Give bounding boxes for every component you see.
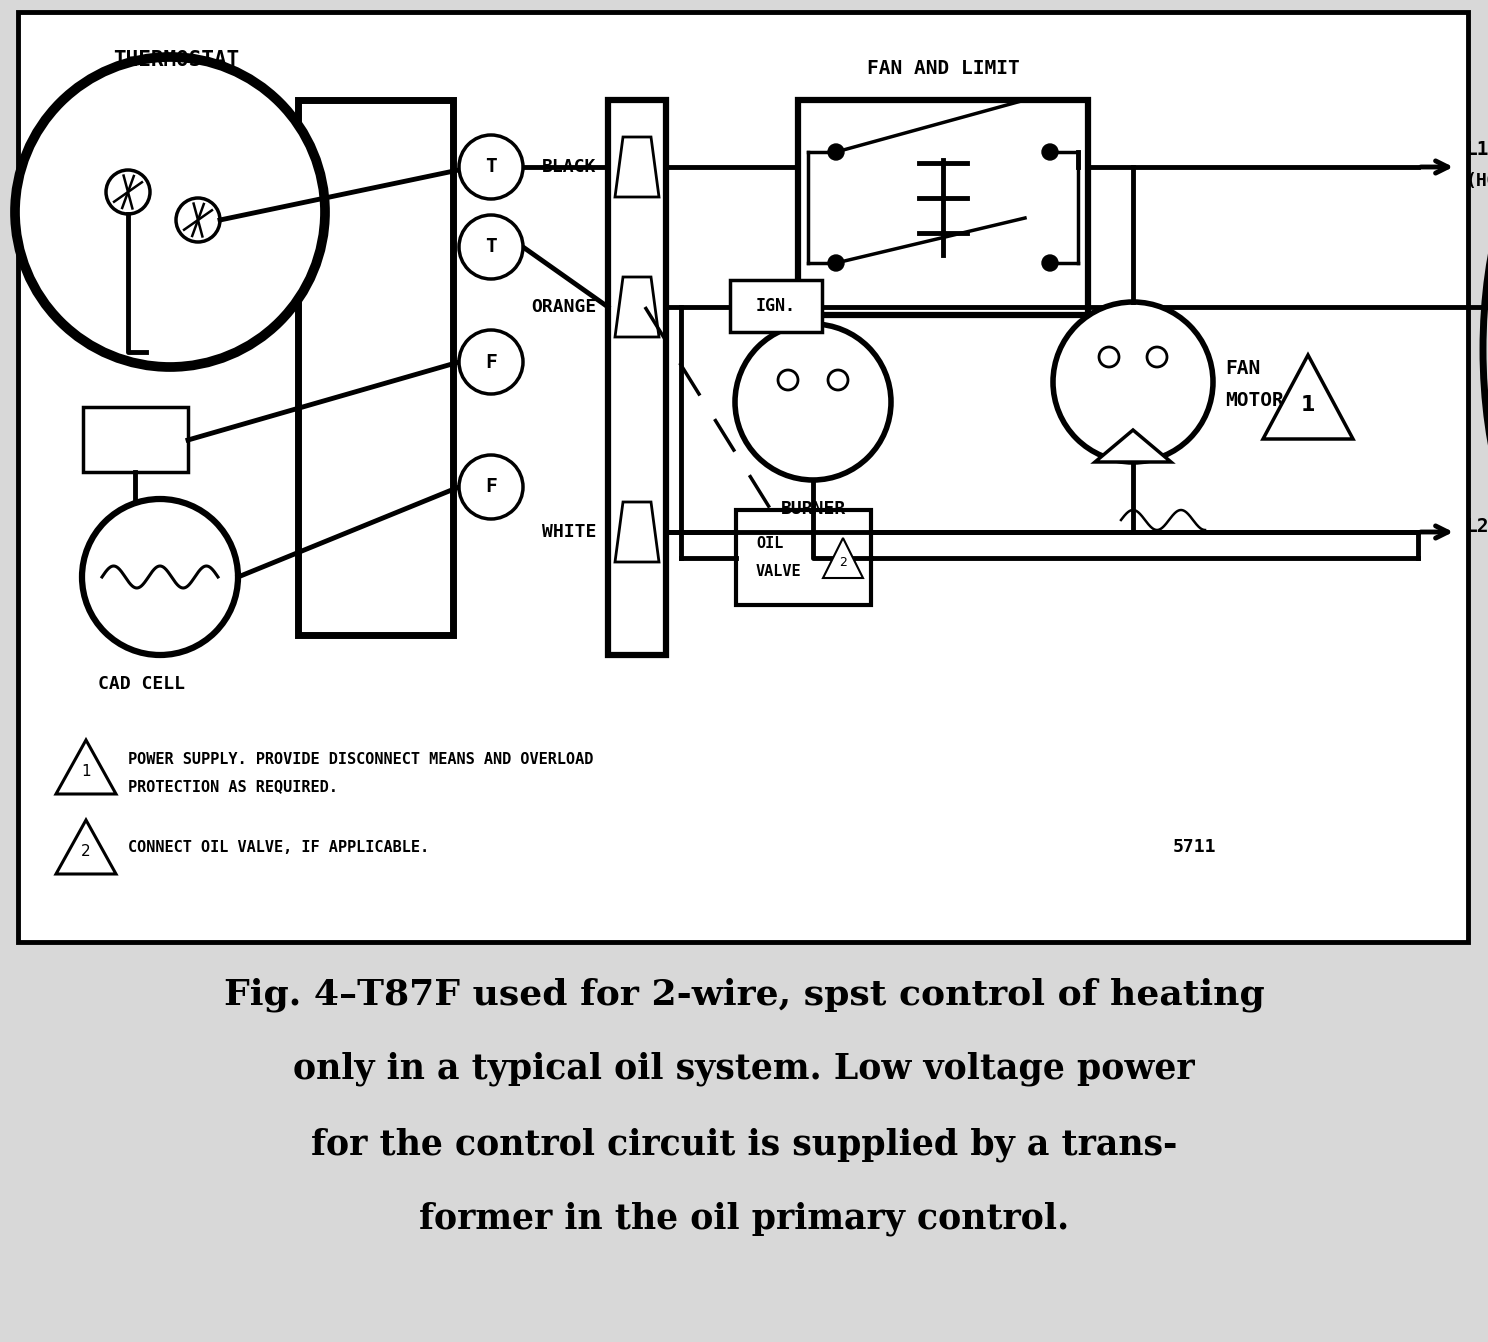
Circle shape: [1147, 348, 1167, 366]
Text: F: F: [485, 478, 497, 497]
Text: 1: 1: [82, 764, 91, 778]
Circle shape: [1042, 255, 1058, 271]
Text: MOTOR: MOTOR: [1225, 391, 1284, 409]
Circle shape: [458, 136, 522, 199]
Text: F: F: [485, 353, 497, 372]
Text: CONNECT OIL VALVE, IF APPLICABLE.: CONNECT OIL VALVE, IF APPLICABLE.: [128, 840, 429, 855]
Text: BURNER: BURNER: [780, 501, 845, 518]
Polygon shape: [57, 820, 116, 874]
Text: VALVE: VALVE: [756, 565, 802, 580]
Bar: [298, 101, 452, 635]
Text: L2: L2: [1466, 518, 1488, 537]
Text: POWER SUPPLY. PROVIDE DISCONNECT MEANS AND OVERLOAD: POWER SUPPLY. PROVIDE DISCONNECT MEANS A…: [128, 752, 594, 766]
Bar: [731, 280, 821, 331]
Circle shape: [735, 323, 891, 480]
Text: 1: 1: [1301, 395, 1315, 415]
Text: 2: 2: [82, 844, 91, 859]
Circle shape: [1100, 348, 1119, 366]
Circle shape: [827, 370, 848, 391]
Circle shape: [458, 215, 522, 279]
Circle shape: [827, 255, 844, 271]
Text: PROTECTION AS REQUIRED.: PROTECTION AS REQUIRED.: [128, 780, 338, 794]
Text: THERMOSTAT: THERMOSTAT: [113, 50, 240, 70]
Text: FAN AND LIMIT: FAN AND LIMIT: [866, 59, 1019, 78]
Bar: [18, 12, 1469, 942]
Text: WHITE: WHITE: [542, 523, 597, 541]
Polygon shape: [615, 137, 659, 197]
Polygon shape: [57, 739, 116, 794]
Text: OIL: OIL: [756, 537, 783, 552]
Circle shape: [458, 455, 522, 519]
Text: (HOT): (HOT): [1466, 172, 1488, 191]
Polygon shape: [615, 276, 659, 337]
Text: BLACK: BLACK: [542, 158, 597, 176]
Circle shape: [82, 499, 238, 655]
Bar: [83, 407, 187, 472]
Circle shape: [176, 199, 220, 242]
Circle shape: [827, 144, 844, 160]
Circle shape: [458, 330, 522, 395]
Text: only in a typical oil system. Low voltage power: only in a typical oil system. Low voltag…: [293, 1052, 1195, 1087]
Text: CAD CELL: CAD CELL: [98, 675, 185, 692]
Polygon shape: [823, 538, 863, 578]
Polygon shape: [1095, 429, 1171, 462]
Text: FAN: FAN: [1225, 358, 1260, 377]
Text: T: T: [485, 238, 497, 256]
Text: L1: L1: [1466, 140, 1488, 158]
Bar: [609, 101, 667, 655]
Text: T: T: [485, 157, 497, 177]
Circle shape: [1054, 302, 1213, 462]
Circle shape: [1042, 144, 1058, 160]
Text: ORANGE: ORANGE: [531, 298, 597, 315]
Text: for the control circuit is supplied by a trans-: for the control circuit is supplied by a…: [311, 1127, 1177, 1161]
Text: 2: 2: [839, 557, 847, 569]
Circle shape: [15, 56, 324, 366]
Text: former in the oil primary control.: former in the oil primary control.: [420, 1202, 1068, 1236]
Text: 5711: 5711: [1173, 837, 1217, 856]
Bar: [737, 510, 870, 605]
Text: Fig. 4–T87F used for 2-wire, spst control of heating: Fig. 4–T87F used for 2-wire, spst contro…: [223, 977, 1265, 1012]
Bar: [798, 101, 1088, 315]
Polygon shape: [1263, 356, 1353, 439]
Circle shape: [106, 170, 150, 213]
Polygon shape: [615, 502, 659, 562]
Circle shape: [778, 370, 798, 391]
Text: IGN.: IGN.: [756, 297, 796, 315]
